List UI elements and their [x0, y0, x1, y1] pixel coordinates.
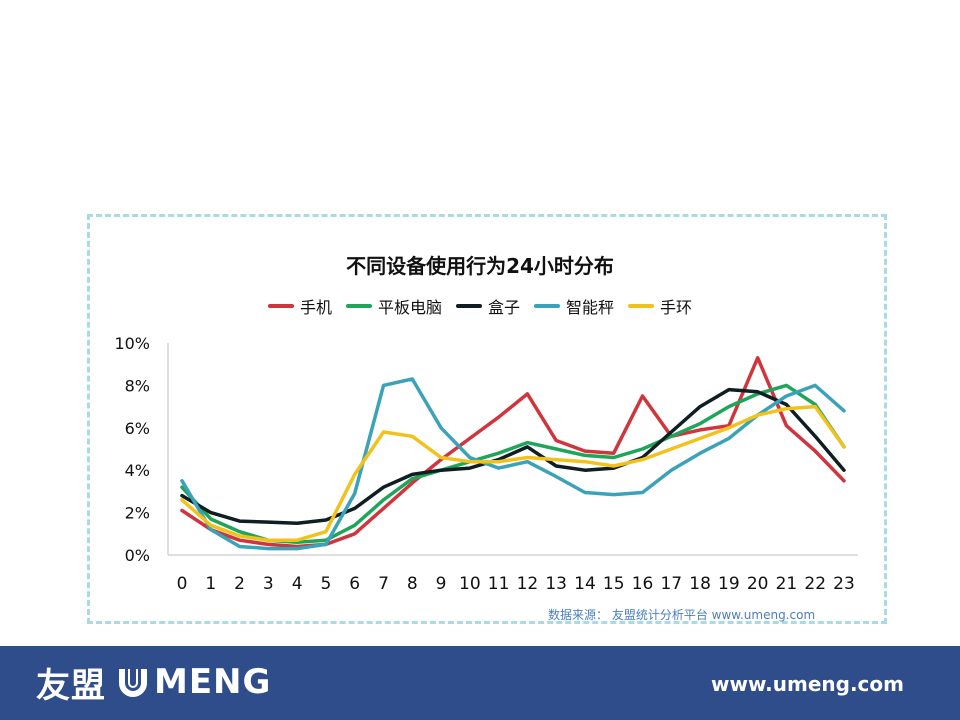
footer-url[interactable]: www.umeng.com [711, 672, 904, 696]
x-tick-label: 9 [436, 574, 447, 594]
legend-label: 手环 [660, 298, 693, 317]
x-tick-label: 2 [234, 574, 245, 594]
y-tick-label: 6% [125, 419, 150, 438]
chart-panel [87, 214, 887, 624]
x-tick-label: 17 [660, 574, 682, 594]
x-tick-label: 19 [718, 574, 740, 594]
y-tick-label: 2% [125, 504, 150, 523]
x-tick-label: 4 [292, 574, 303, 594]
legend-swatch [455, 304, 482, 308]
series-line [180, 404, 846, 542]
legend-swatch [534, 304, 560, 308]
chart-legend: 手机 平板电脑 盒子 智能秤 手环 [0, 294, 960, 318]
x-tick-label: 13 [545, 574, 567, 594]
brand-logo-chinese: 友盟 [36, 666, 106, 706]
legend-item: 平板电脑 [345, 294, 442, 318]
x-tick-label: 16 [632, 574, 654, 594]
x-tick-label: 3 [263, 574, 274, 594]
x-tick-label: 1 [205, 574, 216, 594]
legend-label: 智能秤 [566, 298, 615, 317]
legend-swatch [345, 304, 372, 308]
footer-bar: 友盟 MENG www.umeng.com [0, 646, 960, 720]
legend-item: 手环 [628, 294, 692, 318]
brand-logo-umeng: MENG [116, 662, 271, 702]
x-tick-label: 7 [378, 574, 389, 594]
legend-item: 智能秤 [534, 294, 614, 318]
x-tick-label: 18 [689, 574, 711, 594]
legend-swatch [628, 304, 655, 308]
x-tick-label: 20 [747, 574, 769, 594]
x-tick-label: 0 [177, 574, 188, 594]
legend-swatch [267, 304, 294, 308]
legend-label: 盒子 [487, 298, 520, 317]
legend-item: 盒子 [455, 294, 520, 318]
x-tick-label: 6 [349, 574, 360, 594]
brand-logo-text: MENG [154, 662, 272, 702]
series-line [180, 377, 846, 551]
series-line [180, 356, 846, 549]
y-tick-label: 4% [125, 461, 150, 480]
x-tick-label: 23 [833, 574, 855, 594]
x-tick-label: 22 [804, 574, 826, 594]
x-tick-label: 8 [407, 574, 418, 594]
legend-label: 平板电脑 [377, 298, 442, 317]
x-tick-label: 11 [488, 574, 510, 594]
x-tick-label: 12 [517, 574, 539, 594]
x-tick-label: 14 [574, 574, 596, 594]
x-tick-label: 5 [320, 574, 331, 594]
x-tick-label: 21 [776, 574, 798, 594]
y-tick-label: 10% [114, 334, 150, 353]
chart-title: 不同设备使用行为24小时分布 [346, 254, 614, 278]
x-tick-label: 10 [459, 574, 481, 594]
data-source-note: 数据来源： 友盟统计分析平台 www.umeng.com [548, 608, 816, 622]
legend-item: 手机 [267, 294, 332, 318]
y-tick-label: 0% [125, 546, 150, 565]
series-line [180, 387, 846, 525]
legend-label: 手机 [299, 298, 332, 317]
x-tick-label: 15 [603, 574, 625, 594]
umeng-u-icon [119, 669, 147, 697]
y-tick-label: 8% [125, 376, 150, 395]
